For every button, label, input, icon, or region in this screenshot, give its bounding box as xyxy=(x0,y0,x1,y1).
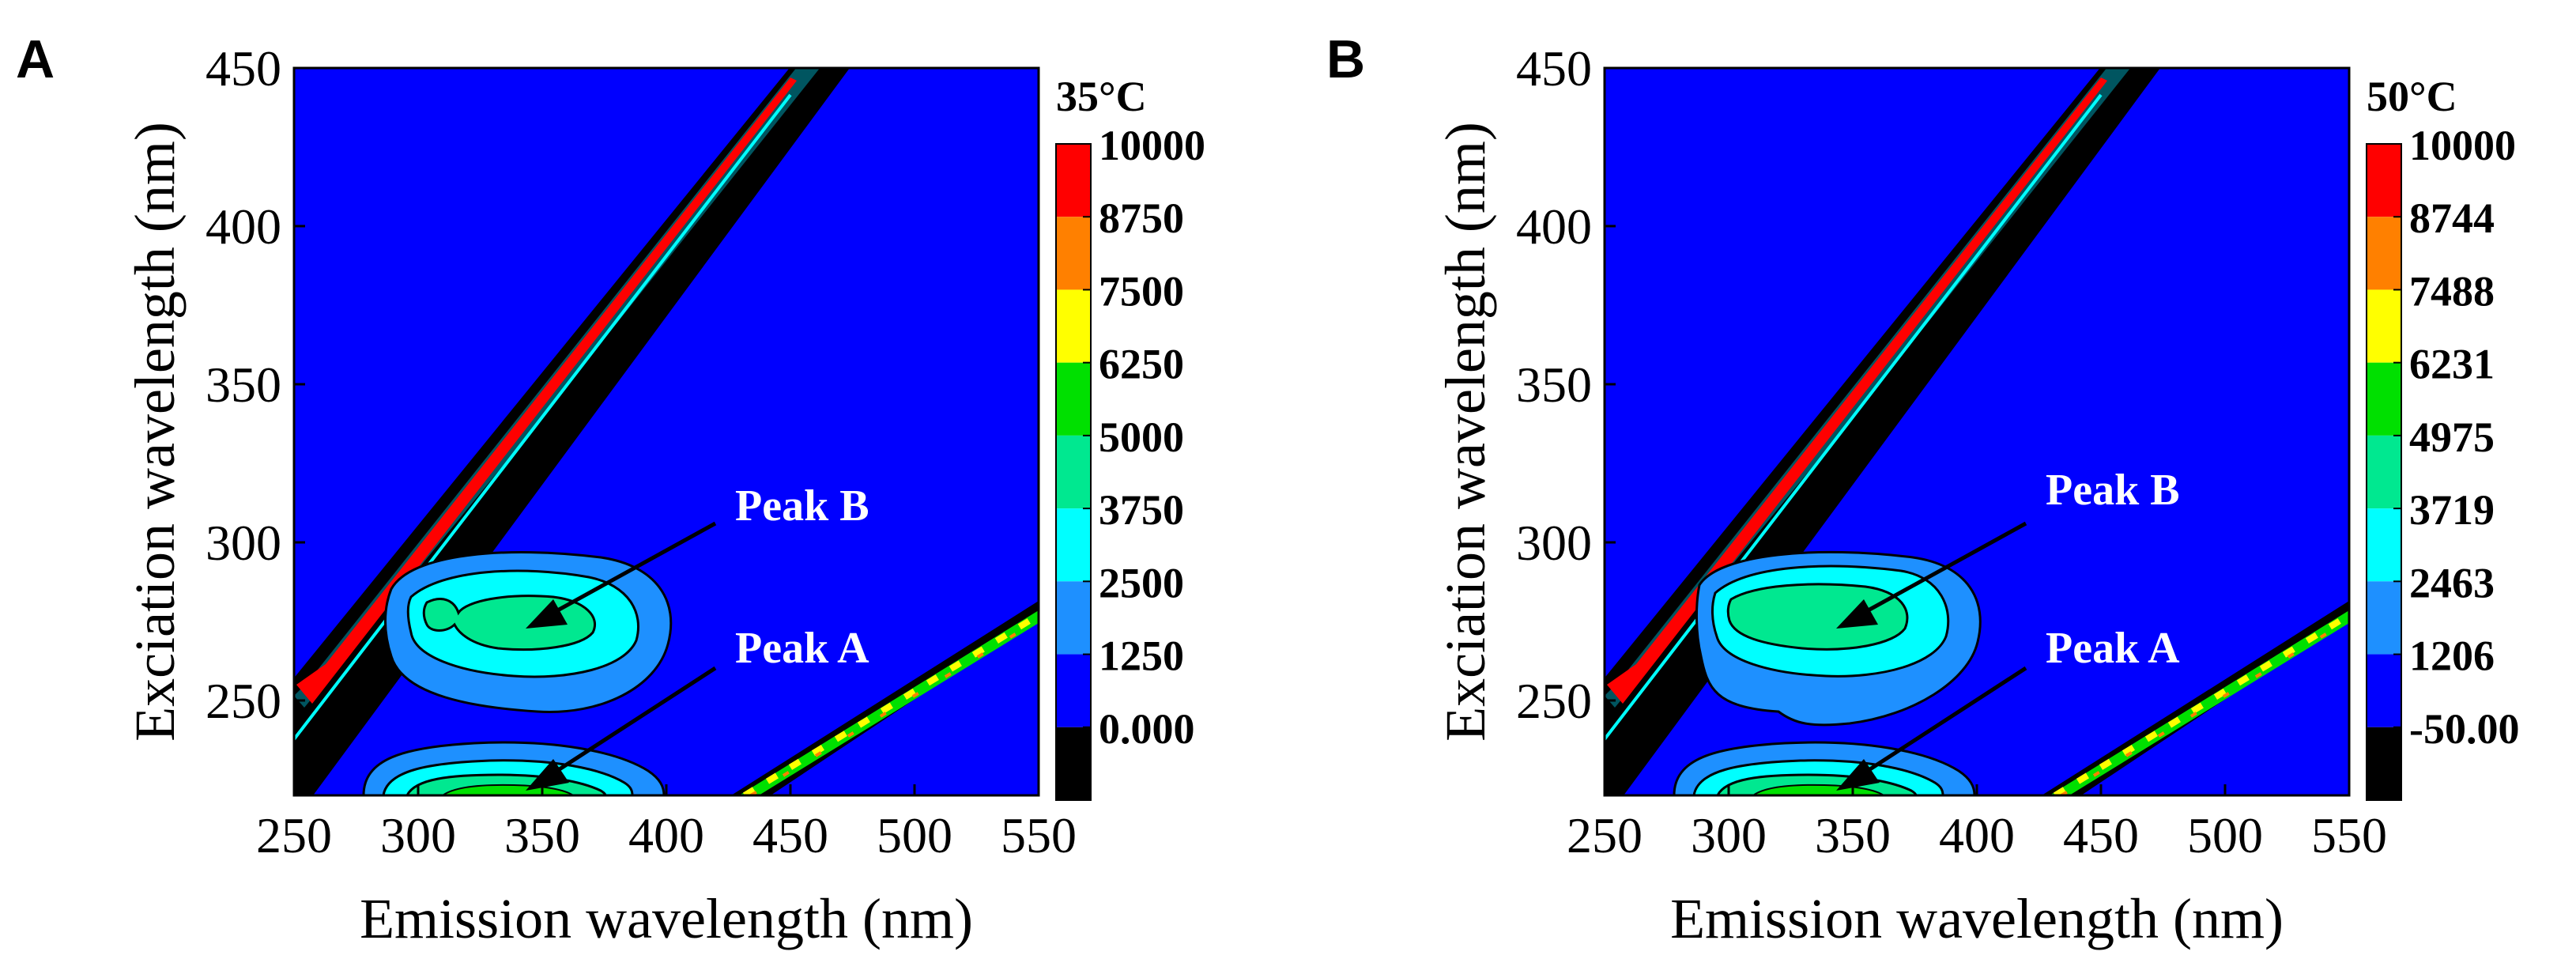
colorbar-segment xyxy=(2367,289,2401,363)
colorbar-segment xyxy=(2367,654,2401,727)
second-order-band xyxy=(731,601,1039,795)
colorbar-segment xyxy=(1056,435,1091,509)
x-tick-label: 250 xyxy=(1567,807,1643,863)
y-tick-label: 250 xyxy=(206,673,281,729)
x-tick-label: 300 xyxy=(380,807,456,863)
colorbar-segment xyxy=(2367,581,2401,655)
temperature-label: 35°C xyxy=(1056,73,1147,120)
colorbar-label: 3750 xyxy=(1099,486,1184,534)
y-tick-label: 400 xyxy=(206,198,281,255)
annotation-peak-b: Peak B xyxy=(1836,466,2180,629)
peak-b-label: Peak B xyxy=(2046,466,2180,515)
colorbar-label: -50.00 xyxy=(2409,705,2519,753)
x-axis: 250 300 350 400 450 500 550 xyxy=(1567,784,2387,863)
temperature-label: 50°C xyxy=(2367,73,2457,120)
x-tick-label: 450 xyxy=(2063,807,2139,863)
colorbar-segment xyxy=(1056,144,1091,217)
peak-b-contours xyxy=(384,551,673,713)
colorbar-label: 3719 xyxy=(2409,486,2495,534)
y-tick-label: 450 xyxy=(206,40,281,96)
contour-plot xyxy=(1605,68,2349,795)
annotation-peak-a: Peak A xyxy=(1836,624,2180,791)
colorbar-label: 6250 xyxy=(1099,341,1184,388)
colorbar-segment xyxy=(1056,654,1091,727)
y-axis: 250 300 350 400 450 xyxy=(206,40,305,729)
colorbar-label: 7488 xyxy=(2409,267,2495,315)
colorbar-frame xyxy=(2366,143,2402,801)
colorbar-segment xyxy=(2367,144,2401,217)
colorbar-label: 10000 xyxy=(2409,122,2516,169)
y-axis-title: Exciation wavelength (nm) xyxy=(123,122,187,742)
colorbar-label: 7500 xyxy=(1099,267,1184,315)
peak-a-contours xyxy=(1673,741,1976,795)
colorbar-label: 8750 xyxy=(1099,194,1184,242)
colorbar-label: 0.000 xyxy=(1099,705,1195,753)
colorbar-segment xyxy=(1056,217,1091,290)
peak-b-contours xyxy=(1695,550,1982,727)
x-tick-label: 550 xyxy=(2311,807,2387,863)
y-tick-label: 350 xyxy=(206,357,281,413)
x-tick-label: 400 xyxy=(628,807,704,863)
colorbar-label: 1206 xyxy=(2409,632,2495,680)
contour-plot xyxy=(294,68,1039,795)
x-tick-label: 450 xyxy=(752,807,828,863)
x-tick-label: 250 xyxy=(256,807,332,863)
colorbar-segment xyxy=(2367,362,2401,436)
annotation-peak-b: Peak B xyxy=(526,481,869,629)
peak-a-contours xyxy=(362,741,666,795)
y-tick-label: 300 xyxy=(206,515,281,571)
second-order-band xyxy=(2042,601,2349,795)
y-axis-title: Exciation wavelength (nm) xyxy=(1434,122,1497,742)
peak-a-label: Peak A xyxy=(2046,624,2180,673)
y-tick-label: 400 xyxy=(1516,198,1592,255)
x-tick-label: 350 xyxy=(504,807,580,863)
annotation-peak-a: Peak A xyxy=(526,624,869,791)
colorbar-segment xyxy=(2367,435,2401,509)
colorbar-label: 8744 xyxy=(2409,194,2495,242)
panel-a: A xyxy=(16,29,1205,950)
x-tick-label: 500 xyxy=(877,807,952,863)
colorbar-segment xyxy=(1056,508,1091,582)
colorbar-label: 10000 xyxy=(1099,122,1205,169)
x-axis-title: Emission wavelength (nm) xyxy=(1670,887,2284,950)
peak-b-label: Peak B xyxy=(735,481,869,531)
x-tick-label: 550 xyxy=(1001,807,1077,863)
colorbar-label: 1250 xyxy=(1099,632,1184,680)
peak-a-label: Peak A xyxy=(735,624,869,673)
y-axis: 250 300 350 400 450 xyxy=(1516,40,1616,729)
colorbar-label: 2500 xyxy=(1099,559,1184,606)
colorbar-segment xyxy=(1056,289,1091,363)
colorbar: 10000 8750 7500 6250 5000 3750 2500 1250 0.000 xyxy=(1055,122,1205,801)
y-tick-label: 300 xyxy=(1516,515,1592,571)
panel-b: B xyxy=(1326,29,2519,950)
x-axis: 250 300 350 400 450 500 550 xyxy=(256,784,1077,863)
colorbar-segment xyxy=(2367,727,2401,800)
colorbar-segment xyxy=(1056,581,1091,655)
colorbar: 10000 8744 7488 6231 4975 3719 2463 1206 -50.00 xyxy=(2366,122,2519,801)
colorbar-segment xyxy=(2367,508,2401,582)
colorbar-segment xyxy=(1056,362,1091,436)
colorbar-label: 6231 xyxy=(2409,341,2495,388)
y-tick-label: 350 xyxy=(1516,357,1592,413)
x-tick-label: 500 xyxy=(2187,807,2263,863)
colorbar-label: 5000 xyxy=(1099,413,1184,461)
panel-letter: B xyxy=(1326,29,1365,89)
y-tick-label: 250 xyxy=(1516,673,1592,729)
colorbar-label: 2463 xyxy=(2409,559,2495,606)
colorbar-frame xyxy=(1055,143,1092,801)
x-axis-title: Emission wavelength (nm) xyxy=(360,887,973,950)
colorbar-segment xyxy=(1056,727,1091,800)
x-tick-label: 400 xyxy=(1939,807,2015,863)
x-tick-label: 300 xyxy=(1691,807,1767,863)
colorbar-label: 4975 xyxy=(2409,413,2495,461)
colorbar-segment xyxy=(2367,217,2401,290)
x-tick-label: 350 xyxy=(1815,807,1891,863)
y-tick-label: 450 xyxy=(1516,40,1592,96)
panel-letter: A xyxy=(16,29,55,89)
